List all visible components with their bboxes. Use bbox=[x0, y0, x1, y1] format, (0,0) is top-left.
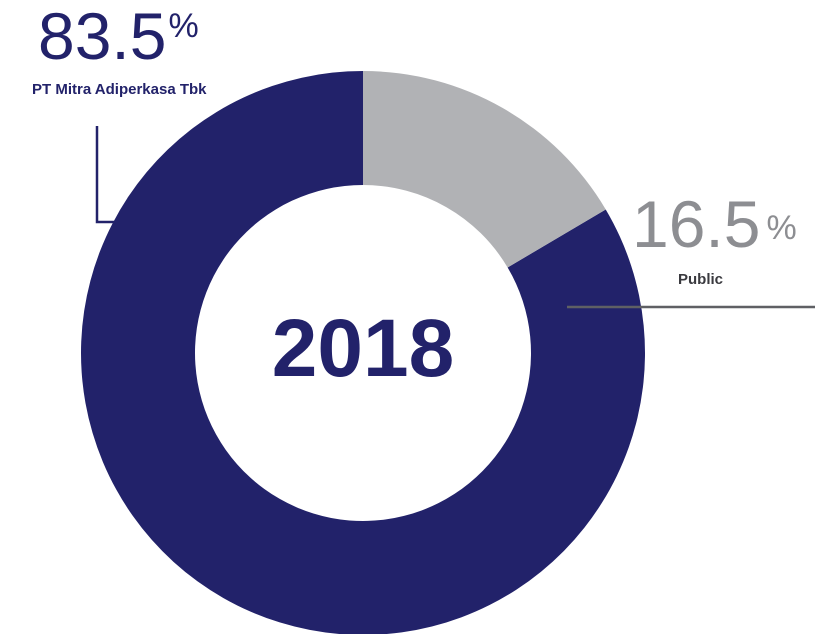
public-percent: 16.5% bbox=[632, 187, 797, 261]
mitra-label: PT Mitra Adiperkasa Tbk bbox=[32, 81, 207, 98]
public-label: Public bbox=[678, 271, 723, 288]
donut-slices bbox=[81, 71, 645, 634]
mitra-percent-value: 83.5 bbox=[38, 0, 166, 73]
center-year-label: 2018 bbox=[272, 303, 454, 394]
public-percent-value: 16.5 bbox=[632, 187, 760, 261]
mitra-percent: 83.5% bbox=[38, 0, 199, 73]
mitra-percent-sign: % bbox=[168, 7, 198, 45]
leader-line-mitra bbox=[95, 126, 118, 224]
public-percent-sign: % bbox=[766, 209, 796, 247]
donut-slice-pt-mitra-adiperkasa-tbk bbox=[81, 71, 645, 634]
donut-slice-public bbox=[363, 71, 606, 268]
